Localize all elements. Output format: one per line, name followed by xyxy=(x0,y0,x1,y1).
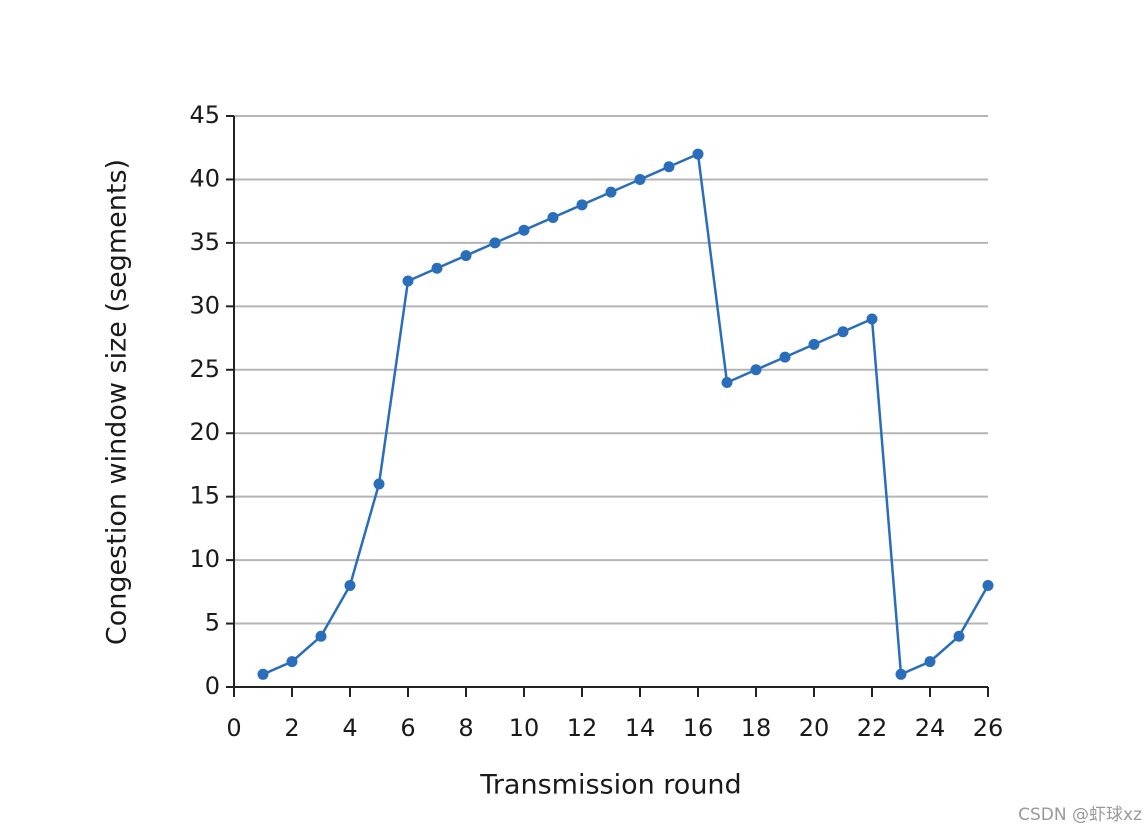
data-point xyxy=(344,579,356,591)
series-line xyxy=(262,152,990,677)
y-tick-label: 20 xyxy=(189,418,220,446)
x-tick-label: 22 xyxy=(857,714,888,742)
data-point xyxy=(315,630,327,642)
x-tick-label: 20 xyxy=(799,714,830,742)
x-tick-label: 26 xyxy=(973,714,1004,742)
x-axis-label: Transmission round xyxy=(479,770,741,801)
x-tick-label: 18 xyxy=(741,714,772,742)
data-point xyxy=(982,579,994,591)
x-tick-label: 2 xyxy=(284,714,299,742)
data-point xyxy=(837,326,849,338)
data-point xyxy=(576,199,588,211)
data-point xyxy=(605,186,617,198)
data-point xyxy=(257,668,269,680)
watermark: CSDN @虾球xz xyxy=(1018,805,1142,825)
data-point xyxy=(779,351,791,363)
data-point xyxy=(286,656,298,668)
data-point xyxy=(663,161,675,173)
y-tick-label: 15 xyxy=(189,482,220,510)
data-point xyxy=(547,212,559,224)
data-point xyxy=(373,478,385,490)
y-tick-label: 40 xyxy=(189,164,220,192)
data-point xyxy=(953,630,965,642)
y-axis-label: Congestion window size (segments) xyxy=(102,159,133,645)
data-point xyxy=(431,262,443,274)
data-point xyxy=(750,364,762,376)
x-tick-label: 0 xyxy=(226,714,241,742)
y-tick-label: 30 xyxy=(189,291,220,319)
data-point xyxy=(460,250,472,262)
data-point xyxy=(721,376,733,388)
x-tick-label: 24 xyxy=(915,714,946,742)
x-tick-label: 6 xyxy=(400,714,415,742)
data-point xyxy=(895,668,907,680)
y-tick-label: 45 xyxy=(189,101,220,129)
data-point xyxy=(402,275,414,287)
data-point xyxy=(924,656,936,668)
data-point xyxy=(634,173,646,185)
x-tick-label: 16 xyxy=(683,714,714,742)
data-point xyxy=(808,338,820,350)
data-point xyxy=(518,224,530,236)
y-tick-label: 5 xyxy=(205,609,220,637)
x-tick-label: 8 xyxy=(458,714,473,742)
x-tick-label: 12 xyxy=(567,714,598,742)
data-point xyxy=(489,237,501,249)
y-tick-label: 10 xyxy=(189,545,220,573)
y-tick-label: 25 xyxy=(189,355,220,383)
x-tick-label: 10 xyxy=(509,714,540,742)
data-point xyxy=(692,148,704,160)
data-point xyxy=(866,313,878,325)
x-tick-label: 14 xyxy=(625,714,656,742)
y-tick-label: 0 xyxy=(205,672,220,700)
y-tick-label: 35 xyxy=(189,228,220,256)
x-tick-label: 4 xyxy=(342,714,357,742)
